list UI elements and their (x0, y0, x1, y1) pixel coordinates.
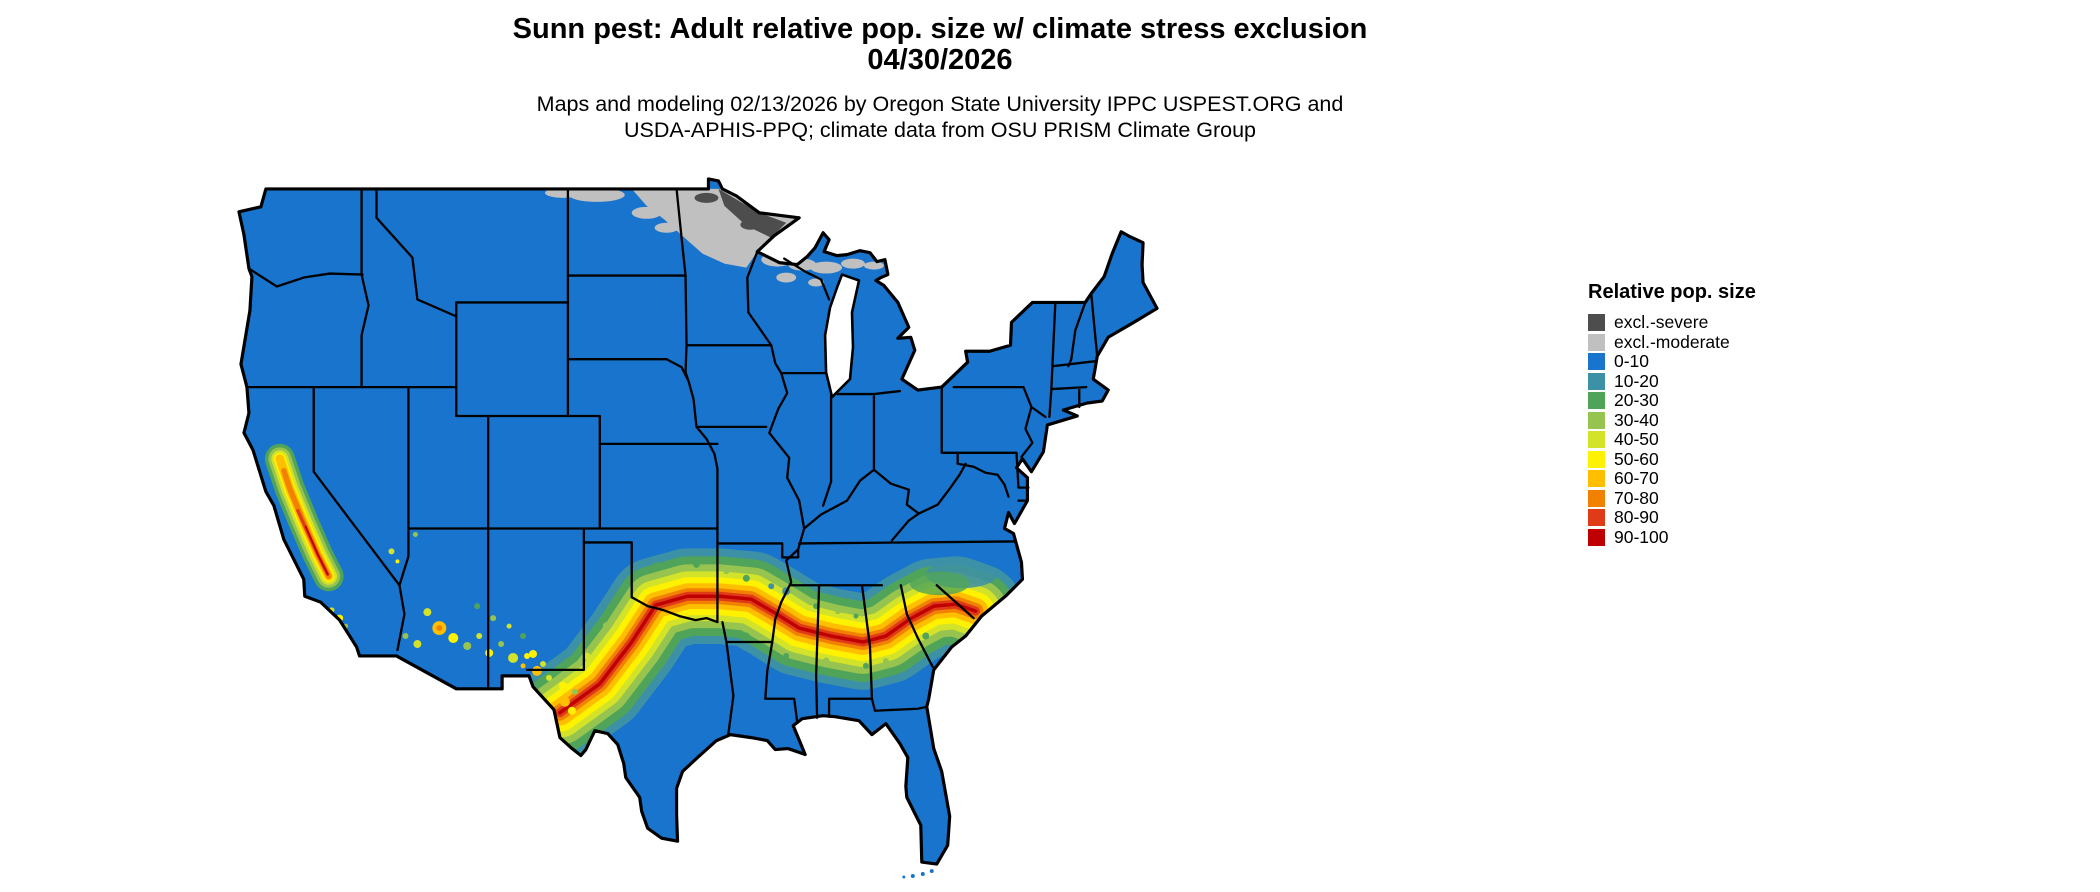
legend-swatch (1588, 431, 1605, 449)
map-subtitle-line1: Maps and modeling 02/13/2026 by Oregon S… (536, 92, 1344, 116)
legend-item-label: 20-30 (1614, 390, 1659, 411)
raster-southern-band (512, 548, 1024, 761)
legend-item: 80-90 (1588, 507, 1756, 528)
legend-item-label: 40-50 (1614, 429, 1659, 450)
legend-item: 0-10 (1588, 351, 1756, 372)
raster-base-0-10 (238, 178, 1158, 865)
state-borders-central (566, 187, 831, 735)
legend-swatch (1588, 509, 1605, 527)
legend-swatch (1588, 333, 1605, 351)
legend-item: 50-60 (1588, 448, 1756, 470)
legend-item: 60-70 (1588, 468, 1756, 489)
legend-swatch (1588, 470, 1605, 488)
legend-item-label: 0-10 (1614, 351, 1650, 372)
map-title-line1: Sunn pest: Adult relative pop. size w/ c… (512, 13, 1368, 45)
legend-swatch (1588, 353, 1605, 371)
raster-california-valley (264, 443, 344, 592)
legend-item: 10-20 (1588, 370, 1756, 392)
map-raster-layers (238, 178, 1158, 865)
legend-item: 90-100 (1588, 526, 1756, 548)
raster-green-wash-nc (909, 571, 970, 596)
legend-swatch (1588, 314, 1605, 332)
legend-item-label: 70-80 (1614, 487, 1659, 508)
legend-item-label: excl.-severe (1614, 312, 1709, 333)
legend-swatch (1588, 528, 1605, 546)
legend-swatch (1588, 411, 1605, 429)
legend-item: 30-40 (1588, 409, 1756, 431)
legend-item-label: 10-20 (1614, 370, 1659, 391)
legend-swatch (1588, 450, 1605, 468)
legend-swatch (1588, 489, 1605, 507)
header: Sunn pest: Adult relative pop. size w/ c… (0, 14, 1880, 143)
us-map-svg (237, 177, 1159, 879)
legend-item-label: excl.-moderate (1614, 331, 1730, 352)
raster-band-fringe-speckles (583, 560, 930, 669)
legend-item: excl.-severe (1588, 312, 1756, 333)
state-borders-west (245, 187, 719, 690)
legend-items: excl.-severe excl.-moderate 0-10 10-20 20-30… (1588, 312, 1756, 548)
legend-item: 20-30 (1588, 390, 1756, 411)
map-subtitle-line2: USDA-APHIS-PPQ; climate data from OSU PR… (623, 118, 1257, 142)
state-borders-east (790, 292, 1099, 719)
us-map (228, 168, 1165, 885)
map-subtitle: Maps and modeling 02/13/2026 by Oregon S… (0, 91, 1880, 143)
legend-item-label: 50-60 (1614, 448, 1659, 469)
raster-exclusion-severe (694, 188, 787, 238)
legend-item: excl.-moderate (1588, 331, 1756, 353)
legend-swatch (1588, 372, 1605, 390)
legend-item-label: 80-90 (1614, 507, 1659, 528)
florida-keys (902, 869, 934, 879)
legend-item-label: 30-40 (1614, 409, 1659, 430)
legend-item: 70-80 (1588, 487, 1756, 509)
legend-item: 40-50 (1588, 429, 1756, 450)
legend-swatch (1588, 392, 1605, 410)
raster-exclusion-moderate (544, 187, 884, 287)
legend-item-label: 90-100 (1614, 526, 1669, 547)
raster-southwest-speckles (328, 531, 578, 715)
legend-title: Relative pop. size (1588, 281, 1756, 303)
map-title-date: 04/30/2026 (867, 44, 1013, 76)
legend-item-label: 60-70 (1614, 468, 1659, 489)
us-outline (237, 177, 1159, 866)
legend: Relative pop. size excl.-severe excl.-mod… (1588, 281, 1756, 547)
